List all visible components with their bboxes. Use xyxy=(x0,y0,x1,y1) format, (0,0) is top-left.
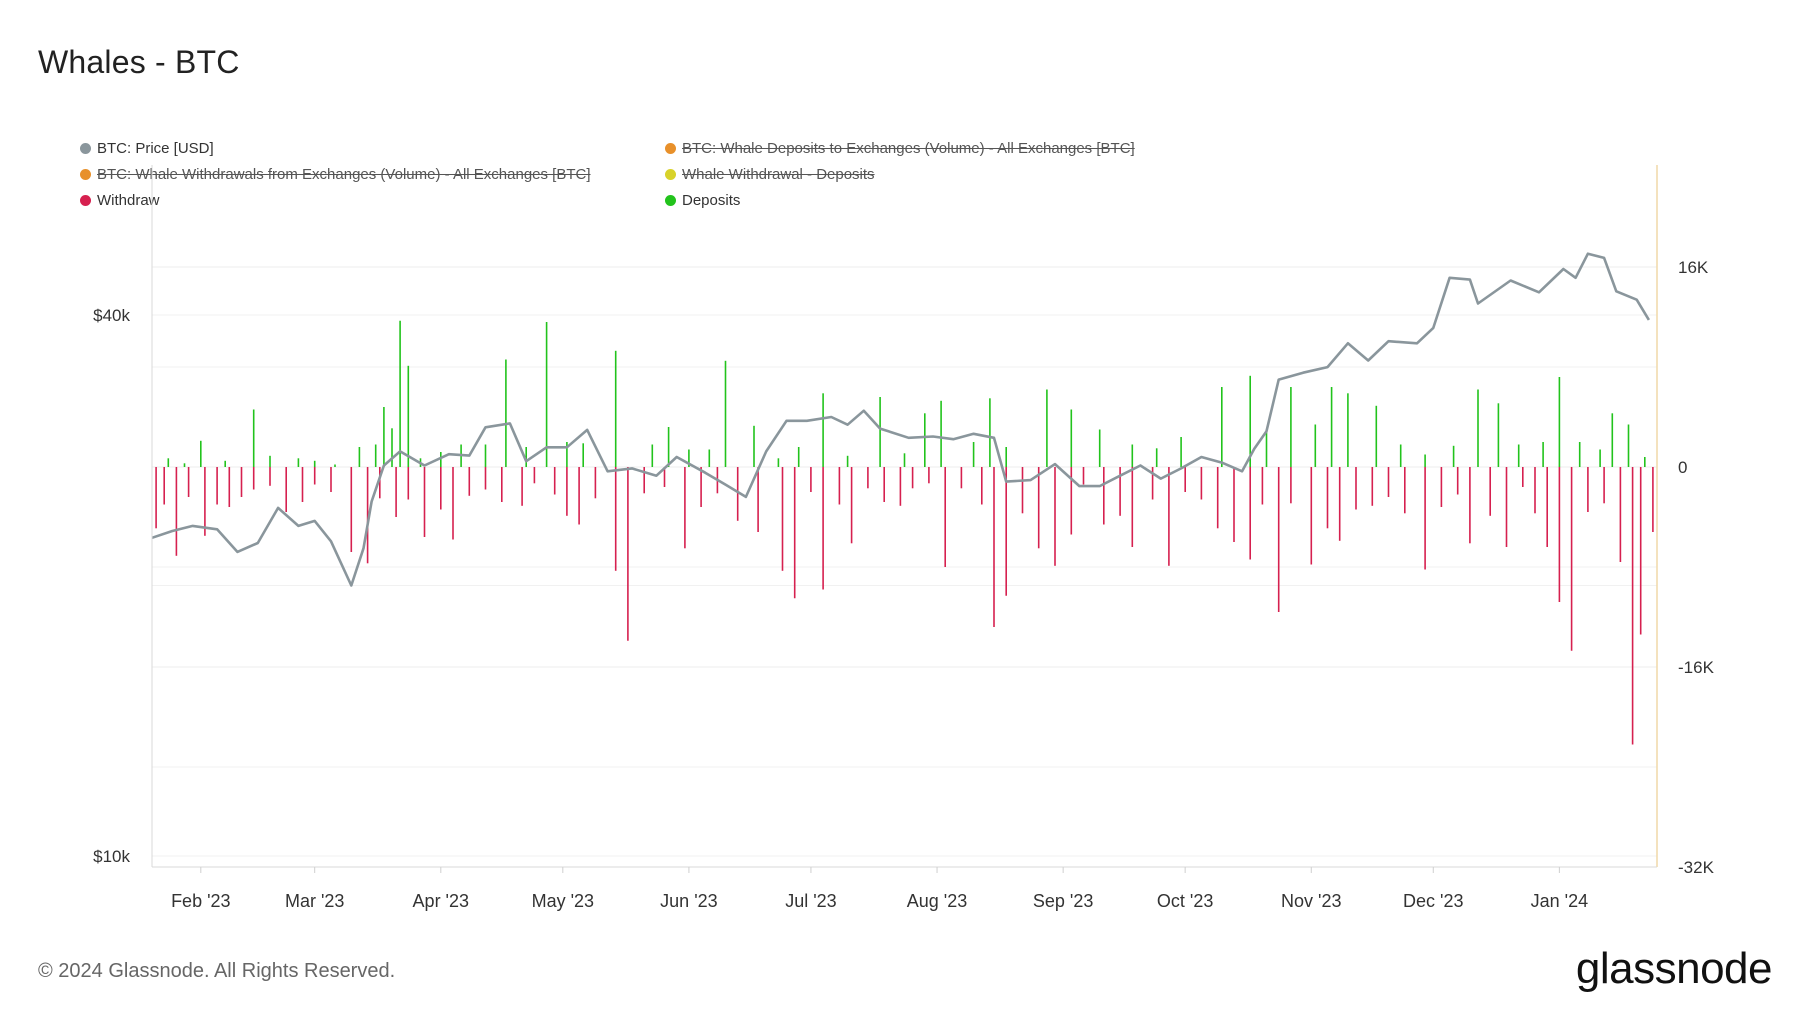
x-tick-label: Jun '23 xyxy=(660,891,717,911)
legend-dot-icon xyxy=(80,195,91,206)
x-tick-label: Dec '23 xyxy=(1403,891,1463,911)
grid-lines xyxy=(152,266,1657,868)
legend-dot-icon xyxy=(665,143,676,154)
legend-label: BTC: Whale Withdrawals from Exchanges (V… xyxy=(97,166,591,183)
legend-dot-icon xyxy=(665,195,676,206)
x-tick-label: Jul '23 xyxy=(785,891,836,911)
x-tick-label: Aug '23 xyxy=(907,891,968,911)
x-tick-label: Nov '23 xyxy=(1281,891,1341,911)
x-tick-label: Apr '23 xyxy=(413,891,469,911)
chart-title: Whales - BTC xyxy=(38,44,240,80)
axes-group: $10k $40k 16K 0 -16K -32K Feb '23 Mar '23 Apr '2… xyxy=(93,165,1715,911)
legend-label: Deposits xyxy=(682,192,741,209)
legend-label: Withdraw xyxy=(97,192,160,209)
y-right-tick-label: 16K xyxy=(1678,258,1709,277)
glassnode-logo: glassnode xyxy=(1575,944,1773,993)
chart-legend: BTC: Price [USD] BTC: Whale Deposits to … xyxy=(80,140,1230,220)
price-line-group xyxy=(151,252,1651,587)
x-tick-label: Jan '24 xyxy=(1531,891,1588,911)
copyright-text: © 2024 Glassnode. All Rights Reserved. xyxy=(38,960,396,982)
x-tick-label: Sep '23 xyxy=(1033,891,1094,911)
legend-dot-icon xyxy=(80,169,91,180)
legend-item-withdraw[interactable]: Withdraw xyxy=(80,192,160,209)
legend-item-whale-withdrawals[interactable]: BTC: Whale Withdrawals from Exchanges (V… xyxy=(80,166,591,183)
legend-dot-icon xyxy=(665,169,676,180)
legend-item-deposits[interactable]: Deposits xyxy=(665,192,740,209)
y-right-tick-label: 0 xyxy=(1678,458,1687,477)
x-tick-label: Mar '23 xyxy=(285,891,344,911)
y-left-tick-label: $10k xyxy=(93,847,130,866)
bars-group xyxy=(155,320,1654,745)
y-left-tick-label: $40k xyxy=(93,306,130,325)
legend-item-withdrawal-minus-deposits[interactable]: Whale Withdrawal - Deposits xyxy=(665,166,875,183)
y-right-tick-label: -16K xyxy=(1678,658,1715,677)
price-line xyxy=(151,252,1651,587)
legend-item-price[interactable]: BTC: Price [USD] xyxy=(80,140,214,157)
x-tick-label: Feb '23 xyxy=(171,891,230,911)
y-right-tick-label: -32K xyxy=(1678,858,1715,877)
x-tick-label: May '23 xyxy=(532,891,594,911)
legend-dot-icon xyxy=(80,143,91,154)
x-tick-label: Oct '23 xyxy=(1157,891,1213,911)
legend-label: BTC: Price [USD] xyxy=(97,140,214,157)
legend-item-whale-deposits[interactable]: BTC: Whale Deposits to Exchanges (Volume… xyxy=(665,140,1135,157)
legend-label: Whale Withdrawal - Deposits xyxy=(682,166,875,183)
legend-label: BTC: Whale Deposits to Exchanges (Volume… xyxy=(682,140,1135,157)
